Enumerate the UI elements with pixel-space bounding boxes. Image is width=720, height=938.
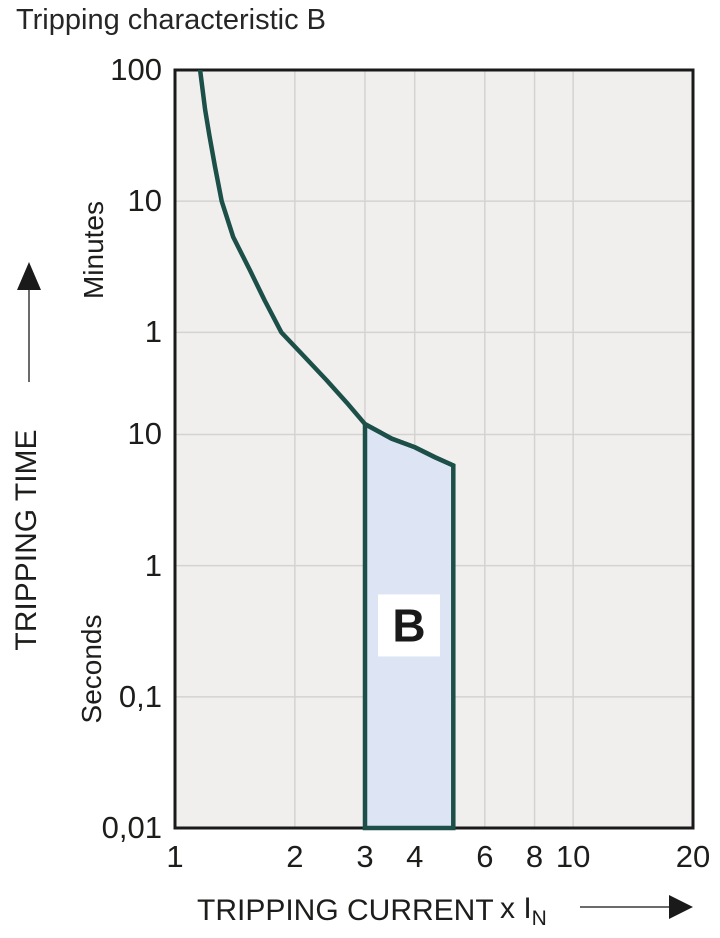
x-tick-label: 10 bbox=[555, 839, 591, 874]
x-tick-label: 1 bbox=[166, 839, 184, 874]
x-tick-label: 3 bbox=[356, 839, 374, 874]
y-unit-minutes-label: Minutes bbox=[78, 200, 109, 300]
page-title: Tripping characteristic B bbox=[16, 4, 326, 36]
y-tick-label: 10 bbox=[127, 416, 162, 452]
y-tick-label: 1 bbox=[144, 547, 162, 583]
tripping-curve bbox=[197, 70, 456, 468]
multiplier-subscript: N bbox=[531, 907, 547, 930]
right-arrow-icon bbox=[580, 895, 693, 919]
x-tick-label: 4 bbox=[406, 839, 424, 874]
y-tick-label: 1 bbox=[144, 314, 162, 350]
x-tick-label: 2 bbox=[286, 839, 304, 874]
y-tick-label: 0,1 bbox=[118, 678, 162, 714]
region-label-box bbox=[377, 594, 440, 657]
x-tick-label: 20 bbox=[675, 839, 711, 874]
y-unit-seconds-label: Seconds bbox=[76, 614, 107, 724]
x-axis-title: TRIPPING CURRENT bbox=[197, 894, 494, 927]
y-tick-label: 10 bbox=[127, 183, 162, 219]
x-tick-label: 6 bbox=[476, 839, 494, 874]
y-axis-title: TRIPPING TIME bbox=[10, 429, 43, 651]
x-axis-multiplier: x IN bbox=[500, 892, 547, 929]
up-arrow-icon bbox=[17, 262, 41, 382]
x-tick-label: 8 bbox=[525, 839, 544, 874]
y-tick-label: 100 bbox=[110, 52, 162, 87]
region-label: B bbox=[392, 599, 425, 651]
y-tick-label: 0,01 bbox=[101, 810, 162, 845]
multiplier-prefix: x I bbox=[500, 892, 532, 925]
